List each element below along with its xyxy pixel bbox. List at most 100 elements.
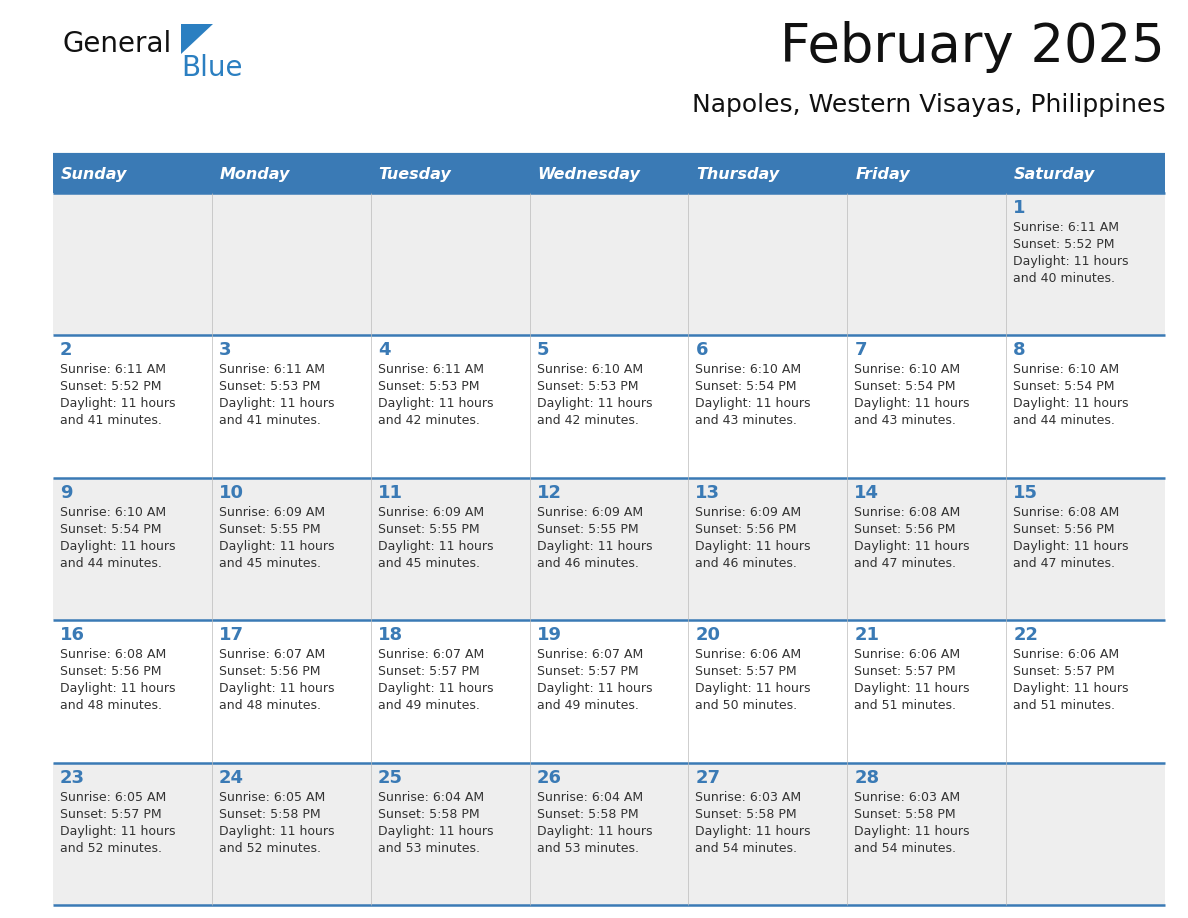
Bar — [211, 155, 371, 193]
Bar — [53, 335, 211, 477]
Text: Sunrise: 6:06 AM: Sunrise: 6:06 AM — [854, 648, 960, 661]
Text: Daylight: 11 hours: Daylight: 11 hours — [537, 824, 652, 837]
Text: 14: 14 — [854, 484, 879, 502]
Text: Daylight: 11 hours: Daylight: 11 hours — [695, 540, 811, 553]
Text: Sunrise: 6:11 AM: Sunrise: 6:11 AM — [1013, 221, 1119, 234]
Text: 6: 6 — [695, 341, 708, 360]
Text: 17: 17 — [219, 626, 244, 644]
Text: Sunrise: 6:11 AM: Sunrise: 6:11 AM — [219, 364, 324, 376]
Text: Monday: Monday — [220, 166, 290, 182]
Text: Daylight: 11 hours: Daylight: 11 hours — [695, 824, 811, 837]
Text: 27: 27 — [695, 768, 720, 787]
Bar — [371, 621, 530, 763]
Text: 25: 25 — [378, 768, 403, 787]
Text: Sunset: 5:58 PM: Sunset: 5:58 PM — [378, 808, 479, 821]
Bar — [688, 335, 847, 477]
Text: Daylight: 11 hours: Daylight: 11 hours — [1013, 255, 1129, 268]
Text: and 54 minutes.: and 54 minutes. — [695, 842, 797, 855]
Bar — [371, 335, 530, 477]
Bar — [688, 155, 847, 193]
Text: and 44 minutes.: and 44 minutes. — [1013, 414, 1116, 428]
Bar — [1006, 621, 1165, 763]
Text: 15: 15 — [1013, 484, 1038, 502]
Bar — [211, 477, 371, 621]
Text: and 45 minutes.: and 45 minutes. — [378, 557, 480, 570]
Text: Sunrise: 6:06 AM: Sunrise: 6:06 AM — [695, 648, 802, 661]
Text: Sunset: 5:57 PM: Sunset: 5:57 PM — [378, 666, 479, 678]
Bar — [371, 155, 530, 193]
Text: and 51 minutes.: and 51 minutes. — [1013, 700, 1116, 712]
Text: Sunrise: 6:10 AM: Sunrise: 6:10 AM — [61, 506, 166, 519]
Text: Daylight: 11 hours: Daylight: 11 hours — [695, 682, 811, 695]
Text: Daylight: 11 hours: Daylight: 11 hours — [854, 540, 969, 553]
Text: Daylight: 11 hours: Daylight: 11 hours — [61, 397, 176, 410]
Text: Sunset: 5:57 PM: Sunset: 5:57 PM — [61, 808, 162, 821]
Text: Sunrise: 6:07 AM: Sunrise: 6:07 AM — [378, 648, 484, 661]
Text: Daylight: 11 hours: Daylight: 11 hours — [537, 682, 652, 695]
Text: Daylight: 11 hours: Daylight: 11 hours — [1013, 397, 1129, 410]
Text: Daylight: 11 hours: Daylight: 11 hours — [219, 824, 334, 837]
Bar — [53, 155, 211, 193]
Text: Sunset: 5:58 PM: Sunset: 5:58 PM — [854, 808, 956, 821]
Text: Sunset: 5:56 PM: Sunset: 5:56 PM — [1013, 522, 1114, 536]
Text: Daylight: 11 hours: Daylight: 11 hours — [854, 682, 969, 695]
Text: 10: 10 — [219, 484, 244, 502]
Text: Daylight: 11 hours: Daylight: 11 hours — [537, 540, 652, 553]
Text: and 50 minutes.: and 50 minutes. — [695, 700, 797, 712]
Bar — [847, 621, 1006, 763]
Text: Tuesday: Tuesday — [379, 166, 451, 182]
Text: Daylight: 11 hours: Daylight: 11 hours — [61, 540, 176, 553]
Text: 12: 12 — [537, 484, 562, 502]
Text: Sunrise: 6:03 AM: Sunrise: 6:03 AM — [695, 790, 802, 803]
Text: Sunrise: 6:10 AM: Sunrise: 6:10 AM — [695, 364, 802, 376]
Text: 5: 5 — [537, 341, 549, 360]
Text: Sunset: 5:52 PM: Sunset: 5:52 PM — [61, 380, 162, 394]
Text: Friday: Friday — [855, 166, 910, 182]
Text: Sunrise: 6:10 AM: Sunrise: 6:10 AM — [537, 364, 643, 376]
Text: 20: 20 — [695, 626, 720, 644]
Text: Sunset: 5:57 PM: Sunset: 5:57 PM — [854, 666, 956, 678]
Bar — [211, 763, 371, 905]
Text: Daylight: 11 hours: Daylight: 11 hours — [219, 397, 334, 410]
Bar — [530, 335, 688, 477]
Text: 9: 9 — [61, 484, 72, 502]
Text: and 42 minutes.: and 42 minutes. — [378, 414, 480, 428]
Text: Daylight: 11 hours: Daylight: 11 hours — [219, 682, 334, 695]
Text: Saturday: Saturday — [1015, 166, 1095, 182]
Text: Daylight: 11 hours: Daylight: 11 hours — [378, 397, 493, 410]
Text: and 53 minutes.: and 53 minutes. — [378, 842, 480, 855]
Text: and 52 minutes.: and 52 minutes. — [219, 842, 321, 855]
Text: and 43 minutes.: and 43 minutes. — [854, 414, 956, 428]
Bar — [1006, 335, 1165, 477]
Text: Sunset: 5:53 PM: Sunset: 5:53 PM — [219, 380, 321, 394]
Bar — [211, 193, 371, 335]
Text: and 43 minutes.: and 43 minutes. — [695, 414, 797, 428]
Text: Thursday: Thursday — [696, 166, 779, 182]
Text: Sunrise: 6:04 AM: Sunrise: 6:04 AM — [537, 790, 643, 803]
Text: Sunrise: 6:09 AM: Sunrise: 6:09 AM — [537, 506, 643, 519]
Bar — [530, 763, 688, 905]
Text: Sunset: 5:58 PM: Sunset: 5:58 PM — [537, 808, 638, 821]
Bar — [53, 621, 211, 763]
Text: 7: 7 — [854, 341, 867, 360]
Text: and 40 minutes.: and 40 minutes. — [1013, 272, 1116, 285]
Text: Sunrise: 6:08 AM: Sunrise: 6:08 AM — [61, 648, 166, 661]
Text: Sunset: 5:54 PM: Sunset: 5:54 PM — [695, 380, 797, 394]
Text: Sunday: Sunday — [61, 166, 127, 182]
Bar — [371, 477, 530, 621]
Text: Sunset: 5:55 PM: Sunset: 5:55 PM — [219, 522, 321, 536]
Text: Daylight: 11 hours: Daylight: 11 hours — [378, 824, 493, 837]
Text: Sunrise: 6:03 AM: Sunrise: 6:03 AM — [854, 790, 960, 803]
Text: Napoles, Western Visayas, Philippines: Napoles, Western Visayas, Philippines — [691, 93, 1165, 117]
Text: Sunrise: 6:09 AM: Sunrise: 6:09 AM — [219, 506, 326, 519]
Text: Sunrise: 6:07 AM: Sunrise: 6:07 AM — [219, 648, 326, 661]
Text: Sunset: 5:57 PM: Sunset: 5:57 PM — [537, 666, 638, 678]
Bar — [371, 193, 530, 335]
Polygon shape — [181, 24, 213, 54]
Bar — [530, 155, 688, 193]
Text: Sunset: 5:56 PM: Sunset: 5:56 PM — [61, 666, 162, 678]
Text: and 47 minutes.: and 47 minutes. — [854, 557, 956, 570]
Text: Sunset: 5:54 PM: Sunset: 5:54 PM — [1013, 380, 1114, 394]
Bar — [211, 621, 371, 763]
Text: Daylight: 11 hours: Daylight: 11 hours — [61, 682, 176, 695]
